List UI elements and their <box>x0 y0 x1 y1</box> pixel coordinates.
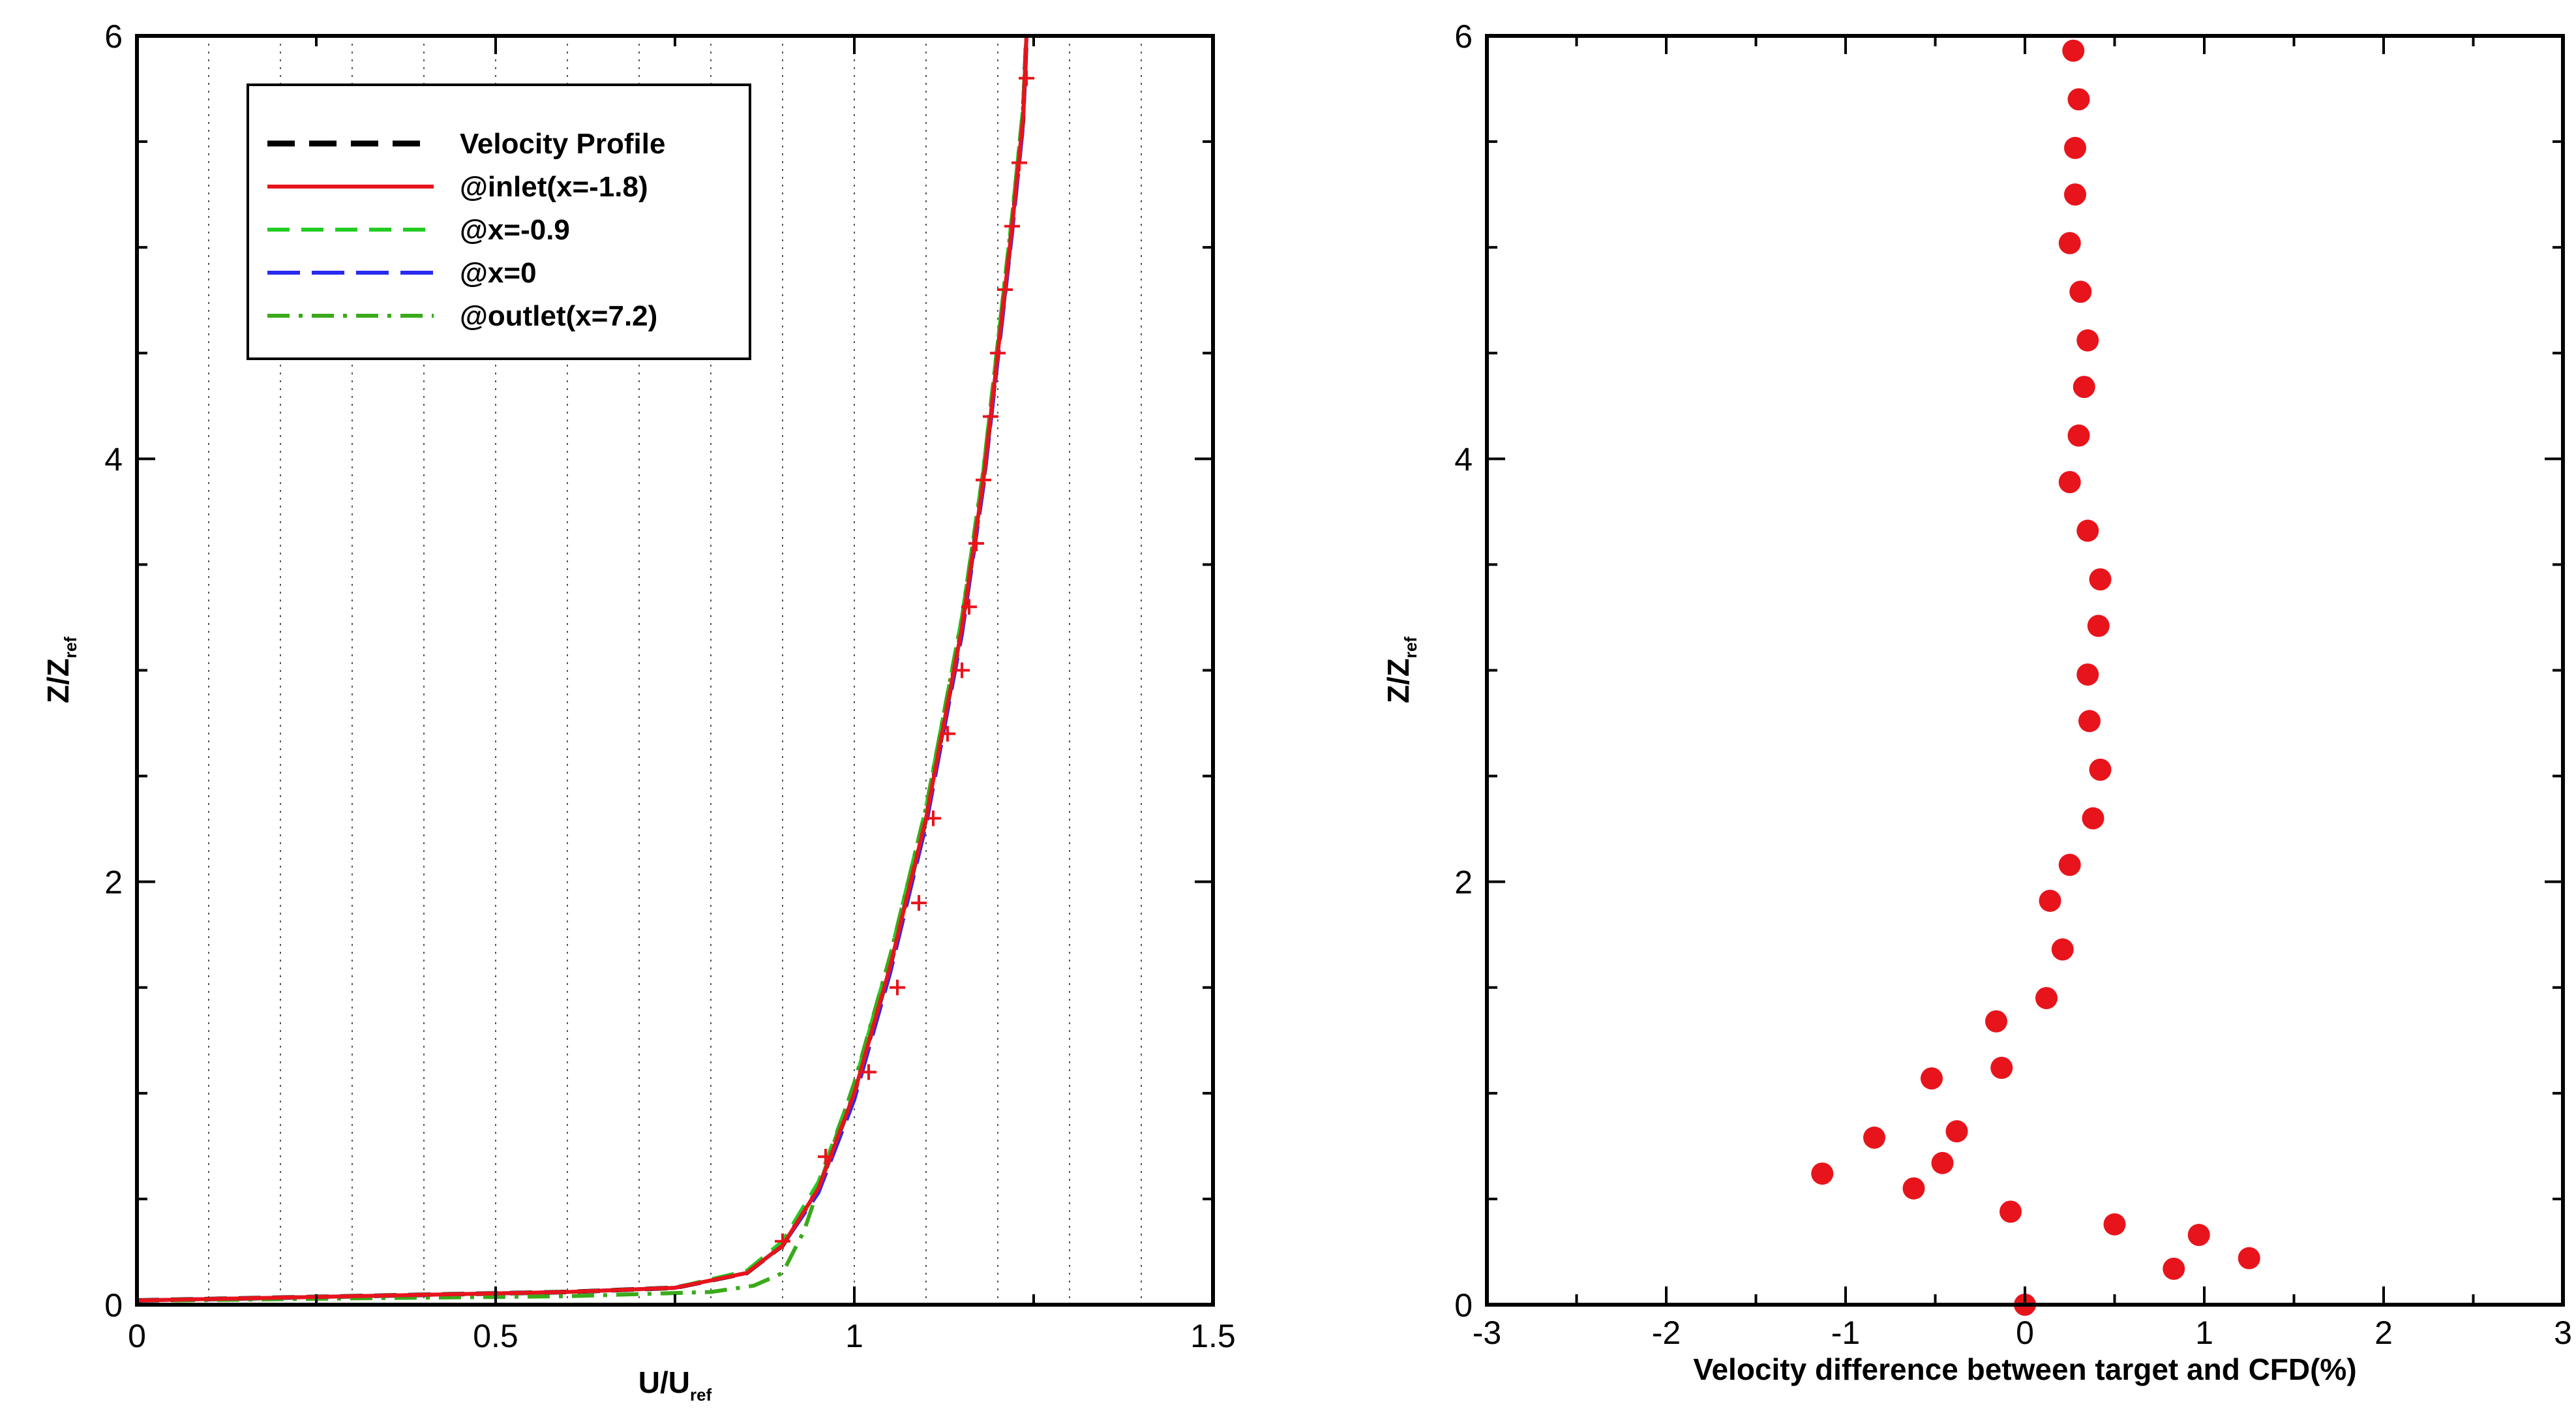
left-axis-ticks <box>136 35 1214 1306</box>
legend-label: @x=0 <box>460 257 537 289</box>
scatter-point <box>1990 1056 2013 1079</box>
scatter-point <box>2058 232 2081 254</box>
legend-item: Velocity Profile <box>267 128 665 160</box>
target-marker <box>997 282 1013 297</box>
right-y-tick-label: 4 <box>1454 441 1473 478</box>
legend-label: Velocity Profile <box>460 128 665 160</box>
right-scatter-points <box>1811 39 2260 1316</box>
legend: Velocity Profile @inlet(x=-1.8) @x=-0.9 @x=… <box>247 84 751 360</box>
legend-label: @outlet(x=7.2) <box>460 300 657 332</box>
scatter-point <box>2069 281 2092 303</box>
left-x-axis-title: U/Uref <box>638 1365 712 1405</box>
legend-item: @x=0 <box>267 257 537 289</box>
target-marker <box>925 810 941 827</box>
right-y-tick-label: 2 <box>1454 864 1473 901</box>
right-y-tick-label: 0 <box>1454 1287 1473 1324</box>
scatter-point <box>1863 1126 1885 1149</box>
legend-item: @inlet(x=-1.8) <box>267 171 648 203</box>
left-x-tick-label: 0 <box>128 1318 146 1354</box>
scatter-point <box>1811 1162 1834 1185</box>
scatter-point <box>2064 136 2086 159</box>
target-marker <box>968 536 984 551</box>
velocity-difference-chart: -3 -2 -1 0 1 2 3 0 2 4 6 Velocity difference betwe… <box>1381 18 2572 1386</box>
scatter-point <box>2051 938 2074 961</box>
right-x-tick-label: 1 <box>2195 1314 2213 1351</box>
scatter-point <box>1931 1151 1954 1174</box>
right-y-axis-title: Z/Zref <box>1381 637 1420 704</box>
velocity-profile-chart: 0 0.5 1 1.5 0 2 4 6 U/Uref Z/Zref Velocity Prof… <box>41 18 1236 1405</box>
right-axis-ticks <box>1486 35 2564 1306</box>
scatter-point <box>2103 1213 2126 1236</box>
left-x-tick-label: 1.5 <box>1190 1318 1236 1354</box>
target-marker <box>954 662 970 678</box>
left-tick-labels: 0 0.5 1 1.5 0 2 4 6 <box>104 18 1236 1354</box>
scatter-point <box>1902 1177 1925 1200</box>
scatter-point <box>2076 329 2099 352</box>
target-marker <box>961 599 977 615</box>
scatter-point <box>2076 663 2099 686</box>
target-marker <box>1004 218 1020 234</box>
right-x-tick-label: -1 <box>1831 1314 1860 1351</box>
scatter-point <box>2039 889 2061 912</box>
scatter-point <box>1921 1067 1943 1090</box>
scatter-point <box>2035 986 2058 1009</box>
target-marker <box>1011 155 1027 171</box>
scatter-point <box>2067 88 2090 111</box>
target-marker <box>775 1233 790 1249</box>
legend-item: @x=-0.9 <box>267 214 570 246</box>
left-target-markers <box>775 70 1034 1249</box>
target-marker <box>890 979 905 995</box>
target-marker <box>983 408 998 425</box>
scatter-point <box>2078 710 2101 733</box>
scatter-point <box>2163 1257 2185 1280</box>
scatter-point <box>2089 568 2112 591</box>
scatter-point <box>2073 376 2095 399</box>
scatter-point <box>1985 1010 2007 1033</box>
scatter-point <box>2058 853 2081 876</box>
scatter-point <box>2064 183 2086 206</box>
target-marker <box>990 345 1006 361</box>
legend-label: @inlet(x=-1.8) <box>460 171 648 203</box>
scatter-point <box>1945 1120 1968 1143</box>
scatter-point <box>2187 1224 2210 1247</box>
right-tick-labels: -3 -2 -1 0 1 2 3 0 2 4 6 <box>1454 18 2572 1351</box>
target-marker <box>940 725 955 742</box>
target-marker <box>911 895 927 911</box>
target-marker <box>976 472 991 488</box>
scatter-point <box>1999 1200 2022 1223</box>
right-y-tick-label: 6 <box>1454 18 1473 55</box>
scatter-point <box>2238 1247 2260 1269</box>
target-marker <box>818 1149 833 1165</box>
right-x-tick-label: -2 <box>1652 1314 1681 1351</box>
scatter-point <box>2089 758 2112 781</box>
legend-label: @x=-0.9 <box>460 214 570 246</box>
left-x-tick-label: 0.5 <box>473 1318 518 1354</box>
legend-box <box>247 84 751 360</box>
left-y-tick-label: 2 <box>104 864 123 901</box>
target-marker <box>1019 70 1034 86</box>
scatter-point <box>2062 39 2085 62</box>
right-x-tick-label: -3 <box>1473 1314 1501 1351</box>
legend-item: @outlet(x=7.2) <box>267 300 657 332</box>
left-y-tick-label: 0 <box>104 1287 123 1324</box>
left-y-tick-label: 6 <box>104 18 123 55</box>
right-x-axis-title: Velocity difference between target and C… <box>1693 1352 2356 1386</box>
scatter-point <box>2087 615 2110 637</box>
right-x-tick-label: 3 <box>2554 1314 2572 1351</box>
right-x-tick-label: 0 <box>2016 1314 2034 1351</box>
left-x-tick-label: 1 <box>845 1318 863 1354</box>
scatter-point <box>2082 807 2104 830</box>
scatter-point <box>2076 519 2099 542</box>
right-x-tick-label: 2 <box>2374 1314 2393 1351</box>
left-y-tick-label: 4 <box>104 441 123 478</box>
left-y-axis-title: Z/Zref <box>41 637 80 704</box>
scatter-point <box>2058 470 2081 493</box>
target-marker <box>861 1064 876 1080</box>
scatter-point <box>2067 424 2090 447</box>
